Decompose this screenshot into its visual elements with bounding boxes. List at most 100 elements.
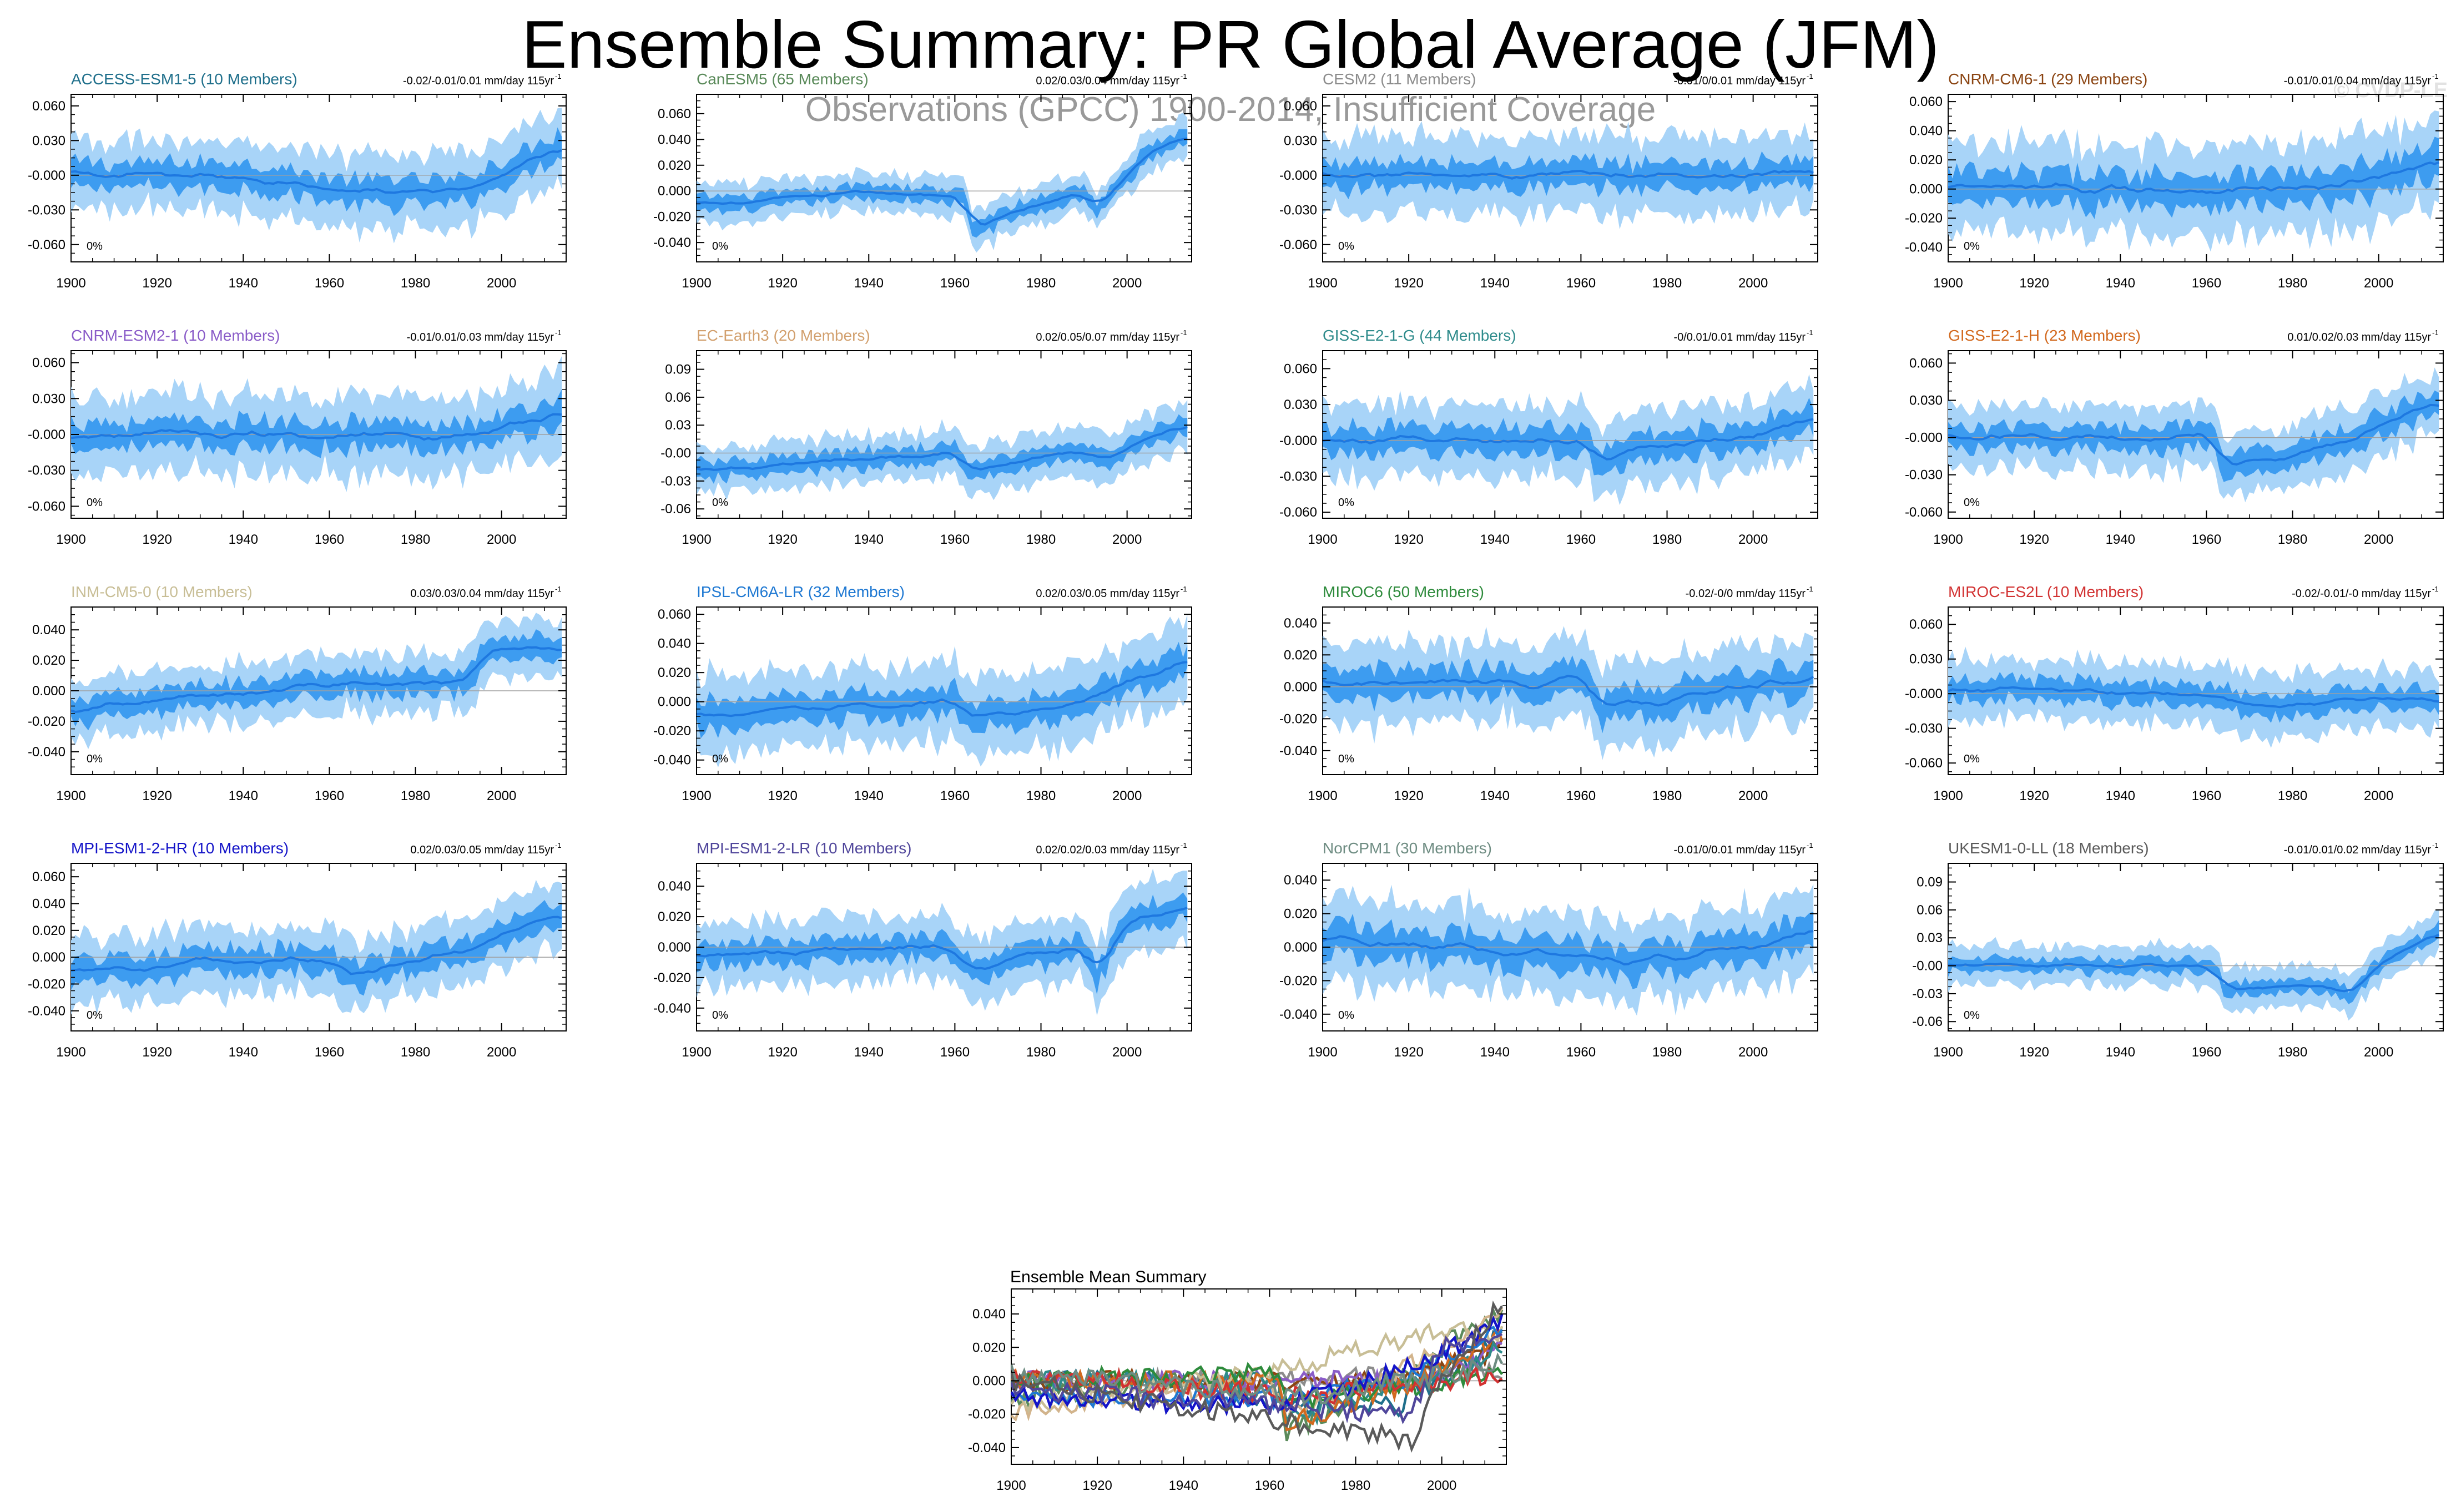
x-tick-label: 1940 <box>2106 1045 2135 1060</box>
y-tick-label: 0.040 <box>658 879 691 894</box>
x-tick-label: 1900 <box>56 276 85 291</box>
y-tick-label: 0.040 <box>658 636 691 651</box>
y-tick-label: -0.000 <box>1279 433 1317 448</box>
y-tick-label: 0.000 <box>32 684 65 699</box>
x-tick-label: 1940 <box>1480 532 1510 547</box>
percent-label: 0% <box>1964 497 1980 509</box>
trend-label: -0.01/0/0.01 mm/day 115yr <box>1673 75 1806 87</box>
trend-label: -0.02/-0.01/-0 mm/day 115yr <box>2292 588 2431 600</box>
x-tick-label: 1920 <box>768 276 797 291</box>
y-tick-label: 0.000 <box>1284 940 1317 955</box>
chart-panel: EC-Earth3 (20 Members) 0.02/0.05/0.07 mm/… <box>660 327 1192 547</box>
y-tick-label: 0.020 <box>32 653 65 668</box>
y-tick-label: 0.040 <box>1909 124 1943 139</box>
inner-spread-band <box>71 389 562 458</box>
x-tick-label: 1940 <box>229 788 258 803</box>
panel-title: Ensemble Mean Summary <box>1010 1268 1206 1286</box>
panel-title: MPI-ESM1-2-HR (10 Members) <box>71 840 289 857</box>
trend-superscript: -1 <box>2432 72 2439 80</box>
y-tick-label: 0.060 <box>658 607 691 622</box>
chart-panel: CNRM-CM6-1 (29 Members) -0.01/0.01/0.04 m… <box>1905 70 2444 291</box>
trend-label: 0.02/0.02/0.03 mm/day 115yr <box>1036 844 1179 856</box>
plot-area <box>697 400 1192 500</box>
percent-label: 0% <box>1338 240 1354 252</box>
x-tick-label: 1900 <box>56 788 85 803</box>
x-tick-label: 1940 <box>1480 1045 1510 1060</box>
y-tick-label: 0.030 <box>1284 397 1317 412</box>
x-tick-label: 1980 <box>1652 1045 1682 1060</box>
plot-area <box>1323 374 1818 505</box>
y-tick-label: 0.030 <box>1284 133 1317 148</box>
chart-panel: ACCESS-ESM1-5 (10 Members) -0.02/-0.01/0.… <box>28 70 567 291</box>
x-tick-label: 1960 <box>1566 532 1596 547</box>
y-tick-label: -0.040 <box>1279 1007 1317 1022</box>
outer-spread-band <box>71 879 562 1015</box>
inner-spread-band <box>697 892 1188 995</box>
page-title: Ensemble Summary: PR Global Average (JFM… <box>522 7 1939 82</box>
trend-superscript: -1 <box>1181 328 1187 337</box>
x-tick-label: 2000 <box>487 1045 516 1060</box>
y-tick-label: -0.020 <box>1279 711 1317 726</box>
ensemble-mean-line <box>697 907 1188 970</box>
x-tick-label: 2000 <box>1112 788 1142 803</box>
x-tick-label: 1960 <box>2192 1045 2221 1060</box>
x-tick-label: 1960 <box>1566 788 1596 803</box>
x-tick-label: 1900 <box>1933 532 1963 547</box>
ensemble-mean-line <box>697 137 1188 226</box>
y-tick-label: 0.030 <box>1909 393 1943 408</box>
trend-label: -0.01/0/0.01 mm/day 115yr <box>1673 844 1806 856</box>
x-tick-label: 1900 <box>56 532 85 547</box>
y-tick-label: -0.030 <box>1905 721 1943 736</box>
ensemble-mean-line <box>71 646 562 714</box>
ensemble-mean-line <box>71 149 562 194</box>
x-tick-label: 1980 <box>1026 1045 1056 1060</box>
trend-superscript: -1 <box>555 328 562 337</box>
inner-spread-band <box>1323 912 1814 989</box>
chart-panel: NorCPM1 (30 Members) -0.01/0/0.01 mm/day … <box>1279 840 1818 1060</box>
y-tick-label: 0.06 <box>665 390 691 405</box>
percent-label: 0% <box>1964 240 1980 252</box>
chart-panel: UKESM1-0-LL (18 Members) -0.01/0.01/0.02 … <box>1912 840 2444 1060</box>
y-tick-label: -0.00 <box>1912 959 1943 974</box>
y-tick-label: 0.020 <box>658 158 691 173</box>
y-tick-label: -0.020 <box>1905 211 1943 226</box>
x-tick-label: 1960 <box>315 276 344 291</box>
y-tick-label: 0.000 <box>32 950 65 965</box>
panel-title: CESM2 (11 Members) <box>1323 70 1476 88</box>
x-tick-label: 1980 <box>1652 276 1682 291</box>
x-tick-label: 1940 <box>229 276 258 291</box>
trend-label: -0/0.01/0.01 mm/day 115yr <box>1673 331 1806 343</box>
ensemble-mean-line <box>1323 418 1814 461</box>
inner-spread-band <box>1948 920 2439 1004</box>
x-tick-label: 1980 <box>401 532 430 547</box>
outer-spread-band <box>1323 626 1814 760</box>
y-tick-label: 0.000 <box>658 940 691 955</box>
trend-superscript: -1 <box>555 841 562 849</box>
x-tick-label: 1900 <box>682 276 711 291</box>
x-tick-label: 2000 <box>1738 1045 1768 1060</box>
plot-area <box>1323 884 1818 1016</box>
x-tick-label: 1980 <box>401 1045 430 1060</box>
x-tick-label: 2000 <box>2364 532 2393 547</box>
inner-spread-band <box>1323 655 1814 734</box>
y-tick-label: -0.060 <box>1905 756 1943 771</box>
ensemble-mean-line <box>71 916 562 975</box>
trend-superscript: -1 <box>1807 72 1813 80</box>
y-tick-label: -0.03 <box>1912 987 1943 1002</box>
y-tick-label: 0.060 <box>1284 99 1317 114</box>
x-tick-label: 1960 <box>940 788 970 803</box>
x-tick-label: 1960 <box>2192 276 2221 291</box>
x-tick-label: 1900 <box>1933 1045 1963 1060</box>
trend-superscript: -1 <box>1807 328 1813 337</box>
y-tick-label: -0.020 <box>653 210 691 225</box>
series-line-miroc-es2l <box>1011 1365 1503 1407</box>
x-tick-label: 1940 <box>1480 788 1510 803</box>
x-tick-label: 2000 <box>2364 1045 2393 1060</box>
chart-panel: CanESM5 (65 Members) 0.02/0.03/0.04 mm/da… <box>653 70 1192 291</box>
y-tick-label: -0.06 <box>1912 1014 1943 1029</box>
chart-panel: MIROC6 (50 Members) -0.02/-0/0 mm/day 115… <box>1279 583 1818 803</box>
x-tick-label: 1980 <box>2278 276 2307 291</box>
plot-area <box>697 614 1192 768</box>
trend-label: 0.03/0.03/0.04 mm/day 115yr <box>410 588 554 600</box>
series-line-norcpm1 <box>1011 1352 1504 1406</box>
